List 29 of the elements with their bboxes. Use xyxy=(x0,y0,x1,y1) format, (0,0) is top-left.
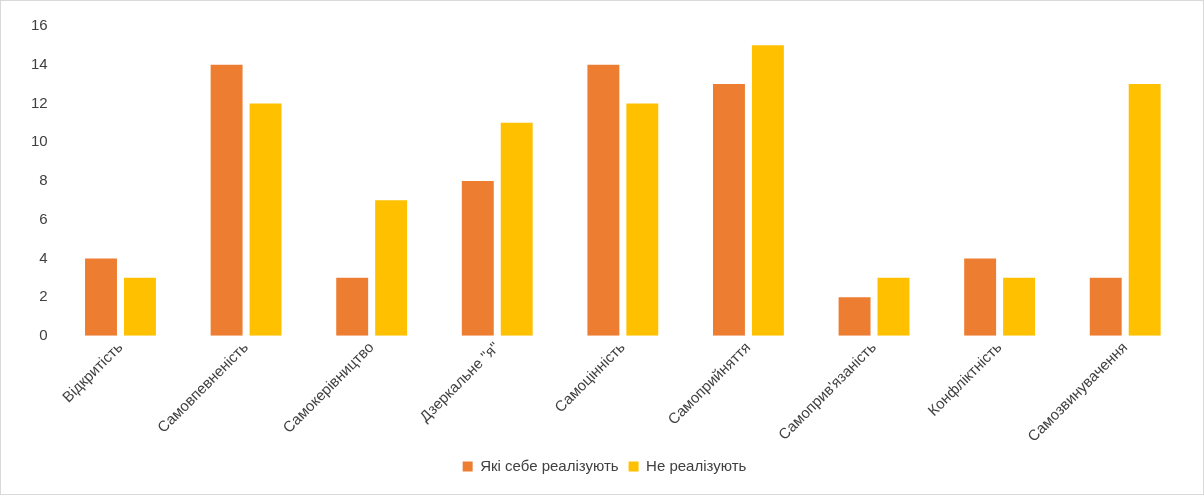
y-tick-label: 8 xyxy=(39,171,48,189)
bar xyxy=(123,277,156,336)
bar xyxy=(1003,277,1036,336)
bar xyxy=(500,122,533,336)
legend-label: Не реалізують xyxy=(646,456,747,474)
y-tick-label: 12 xyxy=(31,93,48,111)
bar xyxy=(336,277,369,336)
bar xyxy=(626,103,659,336)
bar xyxy=(838,297,871,336)
bar xyxy=(877,277,910,336)
y-tick-label: 14 xyxy=(31,54,48,72)
y-tick-label: 6 xyxy=(39,209,48,227)
bar xyxy=(751,45,784,336)
bar xyxy=(375,200,408,336)
bar xyxy=(249,103,282,336)
bar xyxy=(964,258,997,336)
bar xyxy=(1128,84,1161,336)
y-tick-label: 2 xyxy=(39,287,48,305)
y-tick-label: 4 xyxy=(39,248,48,266)
bar xyxy=(713,84,745,336)
y-tick-label: 16 xyxy=(31,16,48,34)
bar xyxy=(210,64,243,336)
legend-label: Які себе реалізують xyxy=(480,456,619,474)
y-tick-label: 0 xyxy=(39,326,48,344)
bar xyxy=(1089,277,1122,336)
bar xyxy=(587,64,620,336)
bar xyxy=(85,258,117,336)
bar xyxy=(461,180,494,336)
y-tick-label: 10 xyxy=(31,132,48,150)
